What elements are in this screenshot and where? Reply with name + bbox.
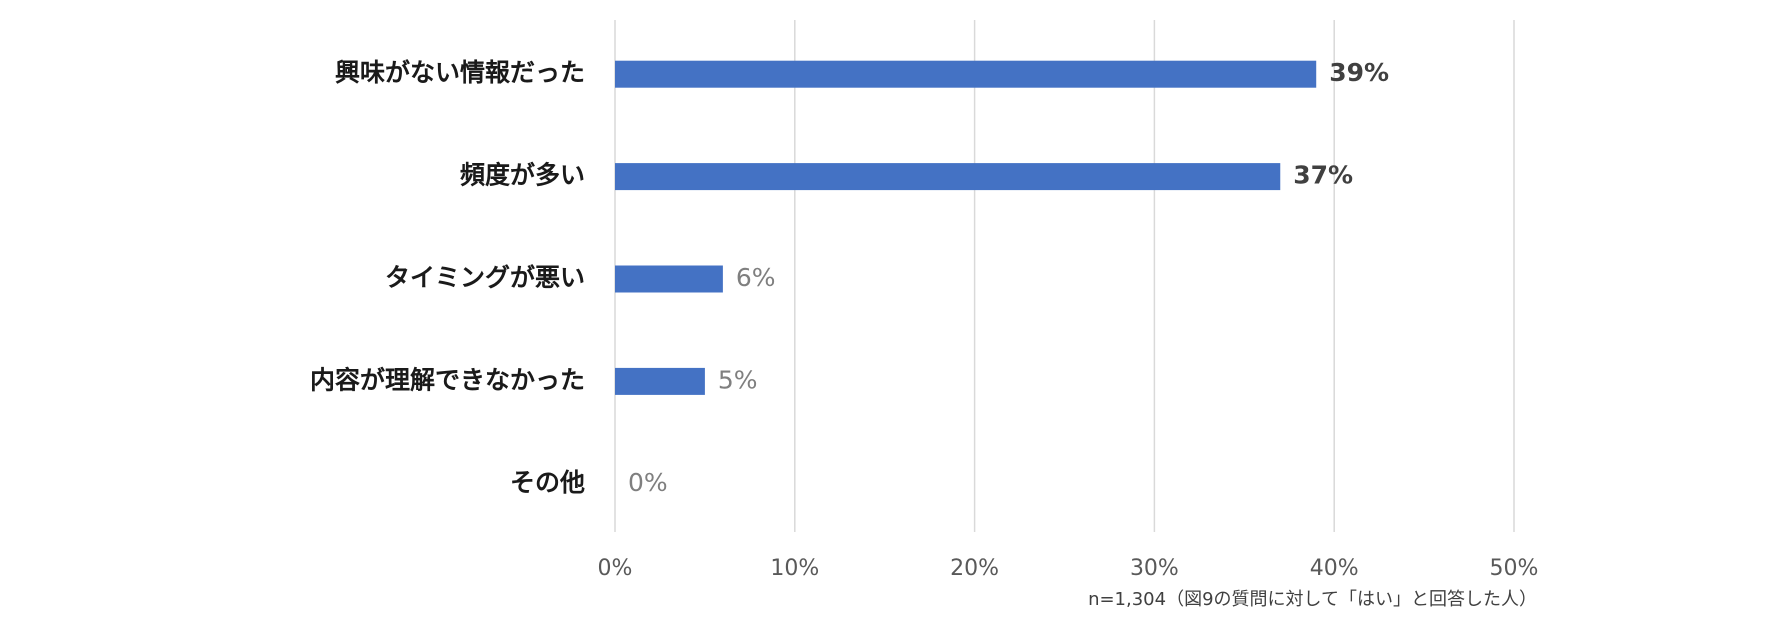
x-tick-label: 40%: [1310, 556, 1359, 581]
data-label: 0%: [628, 468, 668, 497]
category-label: タイミングが悪い: [385, 263, 585, 292]
bar: [615, 60, 1317, 88]
data-label: 37%: [1293, 161, 1353, 190]
x-tick-label: 20%: [950, 556, 999, 581]
category-label: 興味がない情報だった: [335, 58, 585, 87]
x-tick-label: 10%: [770, 556, 819, 581]
data-label: 39%: [1329, 58, 1389, 87]
bar: [615, 265, 723, 293]
x-tick-label: 50%: [1490, 556, 1539, 581]
x-tick-label: 0%: [598, 556, 633, 581]
category-label: その他: [510, 468, 585, 497]
category-label: 頻度が多い: [460, 161, 585, 190]
x-tick-label: 30%: [1130, 556, 1179, 581]
category-label: 内容が理解できなかった: [310, 365, 585, 394]
data-label: 6%: [736, 263, 776, 292]
bar: [615, 163, 1281, 191]
footnote: n=1,304（図9の質問に対して「はい」と回答した人）: [1088, 589, 1537, 610]
bar: [615, 367, 705, 395]
data-label: 5%: [718, 365, 758, 394]
